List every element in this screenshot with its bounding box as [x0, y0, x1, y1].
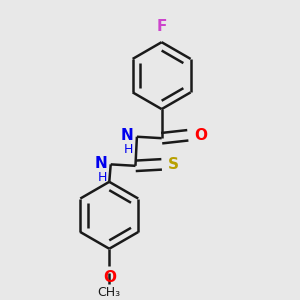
Text: H: H [98, 171, 107, 184]
Text: S: S [168, 157, 179, 172]
Text: H: H [124, 143, 134, 156]
Text: F: F [156, 19, 167, 34]
Text: CH₃: CH₃ [98, 286, 121, 299]
Text: O: O [194, 128, 207, 143]
Text: O: O [103, 270, 116, 285]
Text: N: N [94, 156, 107, 171]
Text: N: N [121, 128, 134, 143]
